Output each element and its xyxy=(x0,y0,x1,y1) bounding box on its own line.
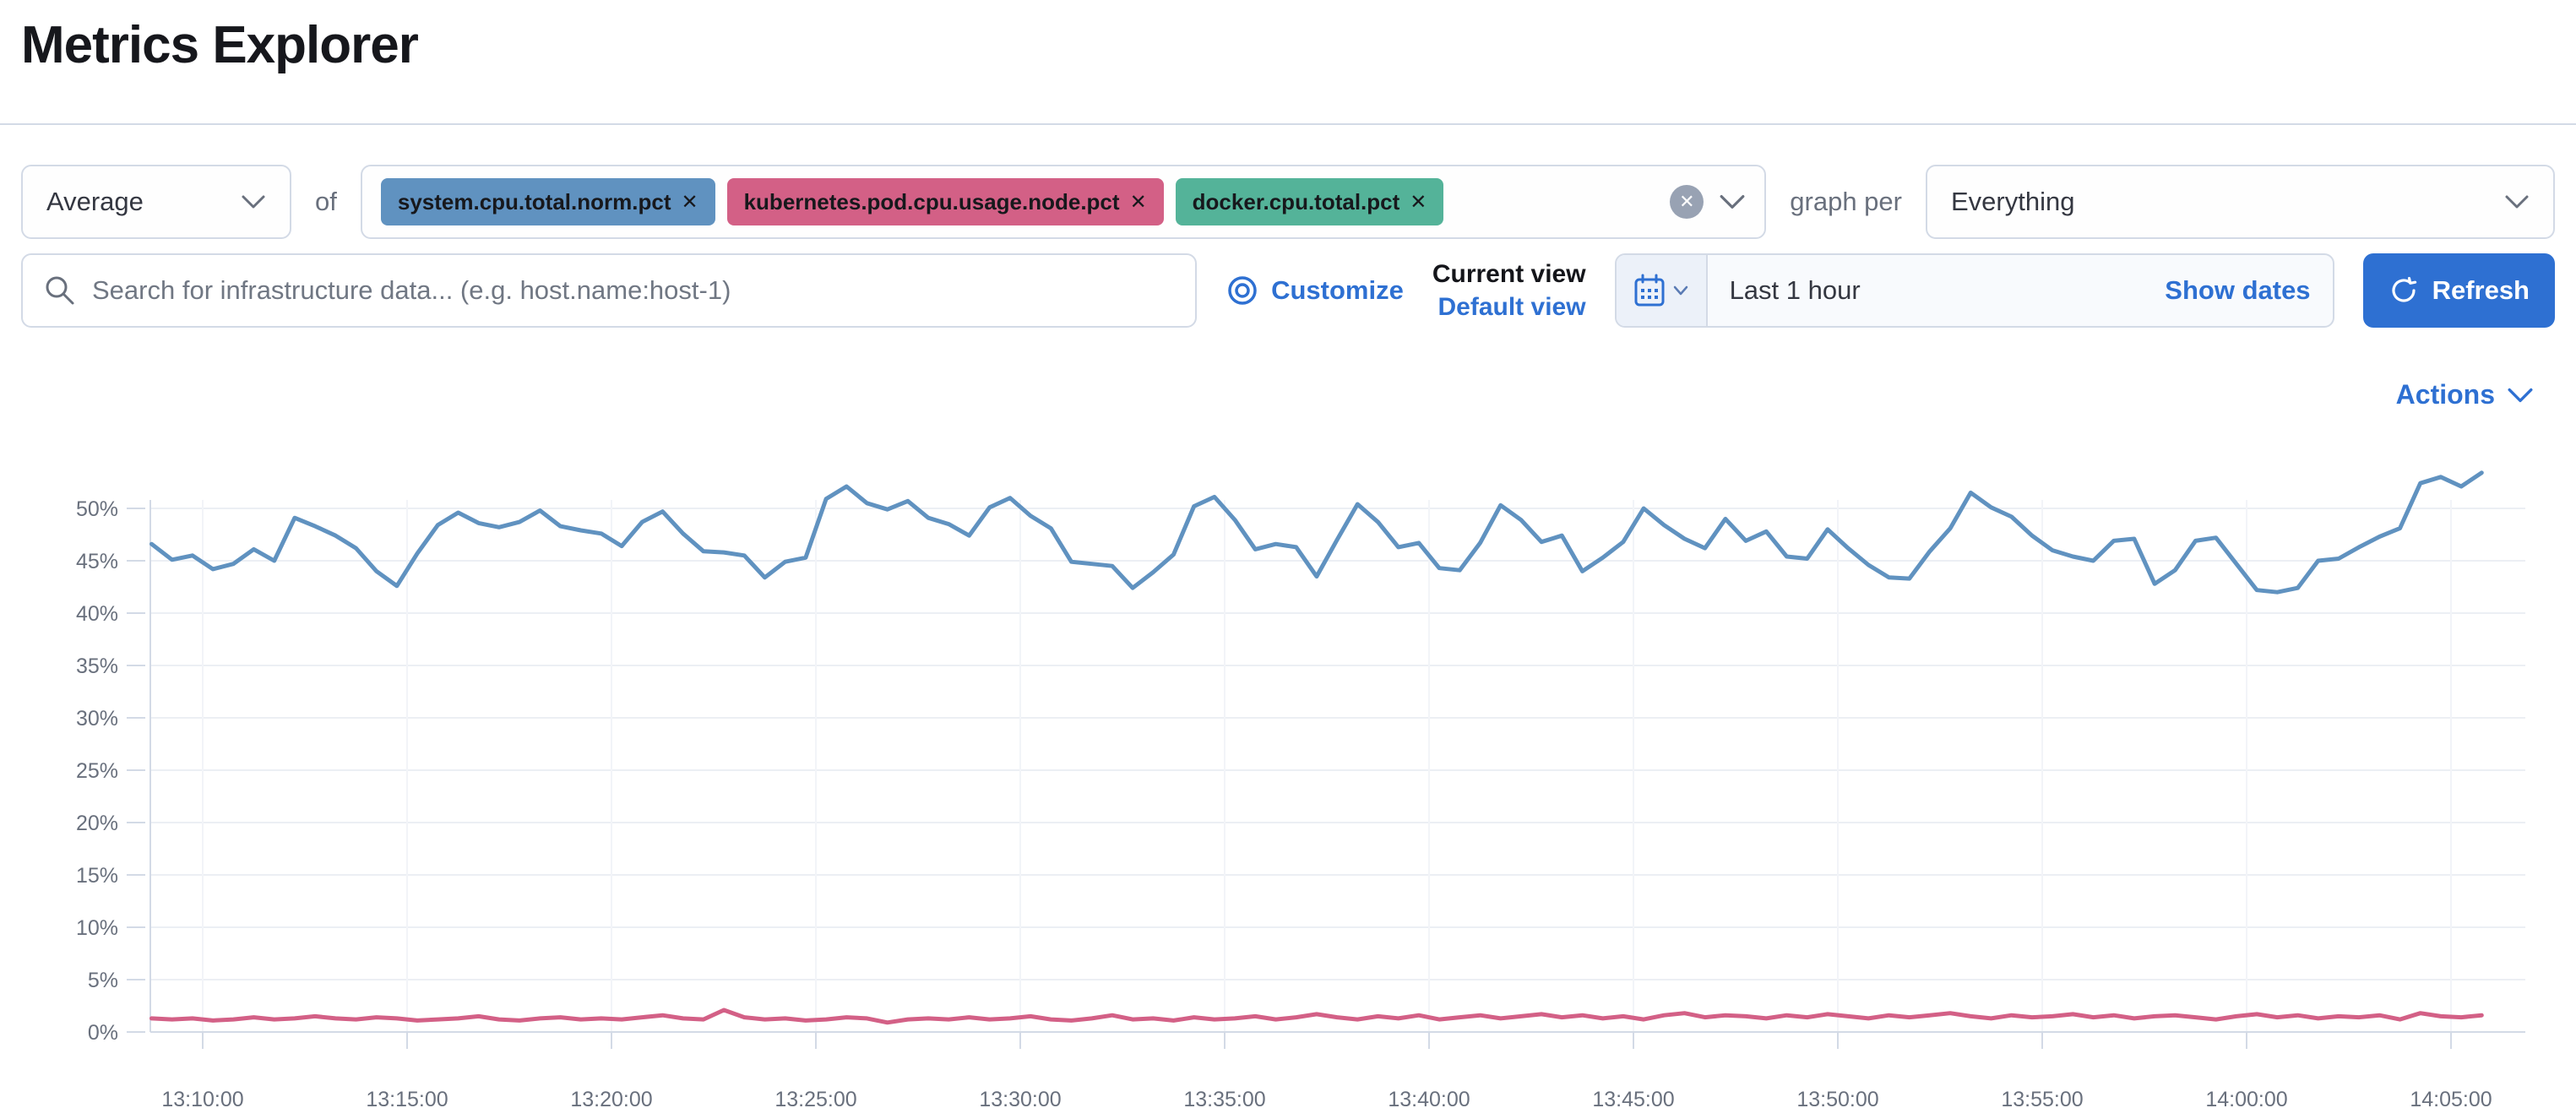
svg-text:10%: 10% xyxy=(76,916,118,940)
group-by-select[interactable]: Everything xyxy=(1926,165,2555,239)
calendar-menu-button[interactable] xyxy=(1616,255,1708,326)
time-range-display: Last 1 hour Show dates xyxy=(1708,255,2333,326)
chevron-down-icon[interactable] xyxy=(2507,386,2534,405)
svg-text:13:30:00: 13:30:00 xyxy=(979,1088,1061,1108)
svg-text:13:50:00: 13:50:00 xyxy=(1796,1088,1878,1108)
customize-icon xyxy=(1228,276,1257,305)
refresh-button[interactable]: Refresh xyxy=(2362,253,2555,328)
svg-text:13:20:00: 13:20:00 xyxy=(570,1088,652,1108)
group-by-value: Everything xyxy=(1951,187,2075,216)
metric-badge-label: system.cpu.total.norm.pct xyxy=(397,188,671,215)
svg-text:14:05:00: 14:05:00 xyxy=(2410,1088,2492,1108)
search-icon xyxy=(46,276,74,305)
calendar-icon xyxy=(1634,274,1665,307)
aggregation-select[interactable]: Average xyxy=(21,165,291,239)
chevron-down-icon xyxy=(2505,195,2529,209)
customize-label[interactable]: Customize xyxy=(1271,275,1404,305)
svg-text:13:10:00: 13:10:00 xyxy=(161,1088,243,1108)
remove-metric-icon[interactable]: ✕ xyxy=(1410,190,1427,214)
aggregation-value: Average xyxy=(46,187,144,216)
svg-text:40%: 40% xyxy=(76,602,118,626)
remove-metric-icon[interactable]: ✕ xyxy=(681,190,698,214)
graph-per-label: graph per xyxy=(1790,187,1902,216)
default-view-link[interactable]: Default view xyxy=(1437,293,1586,321)
svg-text:13:55:00: 13:55:00 xyxy=(2001,1088,2083,1108)
search-input[interactable] xyxy=(92,275,1176,306)
metrics-combobox[interactable]: system.cpu.total.norm.pct ✕ kubernetes.p… xyxy=(360,165,1767,239)
svg-text:14:00:00: 14:00:00 xyxy=(2205,1088,2287,1108)
remove-metric-icon[interactable]: ✕ xyxy=(1129,190,1147,214)
chevron-down-icon xyxy=(242,195,265,209)
time-range-picker: Last 1 hour Show dates xyxy=(1614,253,2334,328)
svg-text:13:45:00: 13:45:00 xyxy=(1592,1088,1674,1108)
metric-badge-kubernetes-pod-cpu[interactable]: kubernetes.pod.cpu.usage.node.pct ✕ xyxy=(726,178,1164,225)
svg-text:13:15:00: 13:15:00 xyxy=(366,1088,448,1108)
metric-badge-label: kubernetes.pod.cpu.usage.node.pct xyxy=(743,188,1120,215)
customize-button[interactable]: Customize xyxy=(1226,274,1404,307)
actions-menu-button[interactable]: Actions xyxy=(2395,379,2495,410)
line-chart-canvas: 0% 5% 10% 15% 20% 25% 30% 35% 40% 45% 50% 13:10:00 1… xyxy=(76,470,2525,1108)
actions-row: Actions xyxy=(21,376,2534,414)
page-header: Metrics Explorer xyxy=(0,0,2576,125)
svg-text:0%: 0% xyxy=(88,1021,118,1045)
svg-text:30%: 30% xyxy=(76,707,118,731)
svg-text:45%: 45% xyxy=(76,550,118,573)
search-box[interactable] xyxy=(21,253,1198,328)
svg-text:5%: 5% xyxy=(88,969,118,992)
page-title: Metrics Explorer xyxy=(21,16,419,74)
of-label: of xyxy=(315,187,337,216)
svg-text:35%: 35% xyxy=(76,654,118,678)
time-range-value[interactable]: Last 1 hour xyxy=(1729,275,1861,305)
svg-text:13:25:00: 13:25:00 xyxy=(774,1088,856,1108)
current-view-label: Current view xyxy=(1432,260,1586,288)
clear-all-metrics-button[interactable]: ✕ xyxy=(1670,185,1704,219)
clear-all-icon: ✕ xyxy=(1679,191,1695,212)
svg-text:20%: 20% xyxy=(76,812,118,835)
show-dates-button[interactable]: Show dates xyxy=(2165,275,2311,305)
metric-badge-docker-cpu[interactable]: docker.cpu.total.pct ✕ xyxy=(1175,178,1444,225)
refresh-label: Refresh xyxy=(2432,275,2530,305)
svg-text:13:35:00: 13:35:00 xyxy=(1183,1088,1265,1108)
chevron-down-icon xyxy=(1673,285,1687,296)
view-block: Current view Default view xyxy=(1432,260,1586,321)
refresh-icon xyxy=(2392,276,2416,302)
metric-badge-label: docker.cpu.total.pct xyxy=(1192,188,1400,215)
metric-badge-system-cpu[interactable]: system.cpu.total.norm.pct ✕ xyxy=(380,178,715,225)
metric-controls-row: Average of system.cpu.total.norm.pct ✕ k… xyxy=(21,165,2555,239)
svg-text:13:40:00: 13:40:00 xyxy=(1388,1088,1470,1108)
chevron-down-icon[interactable] xyxy=(1719,193,1746,211)
svg-text:15%: 15% xyxy=(76,864,118,888)
metrics-chart[interactable]: 0% 5% 10% 15% 20% 25% 30% 35% 40% 45% 50% 13:10:00 1… xyxy=(0,424,2576,1108)
svg-text:25%: 25% xyxy=(76,759,118,783)
svg-text:50%: 50% xyxy=(76,497,118,521)
search-time-row: Customize Current view Default view Last… xyxy=(21,253,2555,328)
